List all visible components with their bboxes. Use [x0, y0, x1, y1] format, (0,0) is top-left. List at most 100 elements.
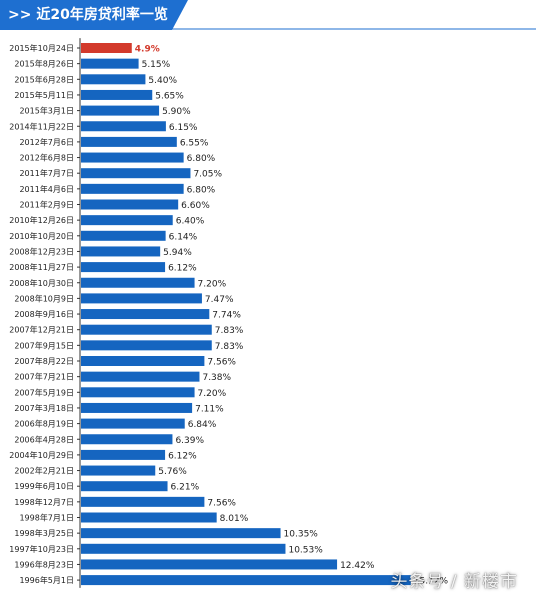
value-label: 6.14% — [169, 232, 198, 242]
value-label: 10.53% — [288, 545, 323, 555]
category-label: 1996年8月23日 — [14, 559, 74, 569]
value-label: 6.12% — [168, 451, 197, 461]
value-label: 7.83% — [215, 342, 244, 352]
category-label: 2007年12月21日 — [9, 325, 74, 335]
value-label: 6.39% — [175, 436, 204, 446]
bar — [81, 418, 185, 429]
value-label: 5.76% — [158, 467, 187, 477]
bar — [81, 277, 195, 288]
bar — [81, 496, 205, 507]
category-label: 2008年12月23日 — [9, 246, 74, 256]
bar — [81, 309, 210, 320]
watermark: 头条号 / 新楼市 — [390, 572, 518, 592]
value-label: 7.83% — [215, 326, 244, 336]
value-label: 6.60% — [181, 201, 210, 211]
value-label: 7.56% — [207, 498, 236, 508]
bar — [81, 199, 179, 210]
value-label: 7.20% — [198, 279, 227, 289]
bar — [81, 215, 173, 226]
category-label: 2010年10月20日 — [9, 231, 74, 241]
value-label: 6.84% — [188, 420, 217, 430]
category-label: 2014年11月22日 — [9, 121, 74, 131]
value-label: 15.12% — [414, 577, 449, 587]
value-label: 7.38% — [202, 373, 231, 383]
category-label: 2002年2月21日 — [14, 466, 74, 476]
category-label: 2011年4月6日 — [19, 184, 74, 194]
category-label: 2008年10月9日 — [14, 293, 74, 303]
category-label: 1997年10月23日 — [9, 544, 74, 554]
bar — [81, 183, 184, 194]
value-label: 5.90% — [162, 107, 191, 117]
bar — [81, 559, 338, 570]
value-label: 8.01% — [220, 514, 249, 524]
value-label: 7.56% — [207, 358, 236, 368]
category-label: 2012年7月6日 — [19, 137, 74, 147]
bar — [81, 121, 166, 132]
category-label: 1998年7月1日 — [19, 513, 74, 523]
value-label: 4.9% — [135, 45, 160, 55]
value-label: 5.15% — [142, 60, 171, 70]
header-banner — [0, 0, 536, 30]
bar — [81, 246, 161, 257]
category-label: 2011年7月7日 — [19, 168, 74, 178]
bar — [81, 371, 200, 382]
category-label: 2012年6月8日 — [19, 153, 74, 163]
value-label: 6.21% — [171, 483, 200, 493]
category-label: 2011年2月9日 — [19, 200, 74, 210]
bar — [81, 402, 193, 413]
category-label: 2007年5月19日 — [14, 387, 74, 397]
value-label: 12.42% — [340, 561, 375, 571]
value-label: 5.40% — [148, 76, 177, 86]
category-label: 2007年8月22日 — [14, 356, 74, 366]
value-label: 7.74% — [212, 311, 241, 321]
category-label: 1999年6月10日 — [14, 481, 74, 491]
category-label: 2015年3月1日 — [19, 106, 74, 116]
value-label: 5.94% — [163, 248, 192, 258]
value-label: 7.05% — [193, 170, 222, 180]
value-label: 5.65% — [155, 91, 184, 101]
category-label: 1998年3月25日 — [14, 528, 74, 538]
bar — [81, 262, 166, 273]
bar — [81, 575, 411, 586]
chart-header: >> 近20年房贷利率一览 — [0, 0, 536, 30]
bar — [81, 528, 281, 539]
bar — [81, 543, 286, 554]
category-label: 2004年10月29日 — [9, 450, 74, 460]
category-label: 2015年6月28日 — [14, 74, 74, 84]
category-label: 2008年11月27日 — [9, 262, 74, 272]
bar — [81, 89, 153, 100]
value-label: 6.80% — [187, 185, 216, 195]
bar — [81, 356, 205, 366]
value-label: 7.11% — [195, 404, 224, 414]
category-label: 2015年8月26日 — [14, 59, 74, 69]
value-label: 7.20% — [198, 389, 227, 399]
bar — [81, 230, 166, 241]
bar — [81, 293, 202, 304]
category-label: 2006年4月28日 — [14, 434, 74, 444]
category-label: 2008年10月30日 — [9, 278, 74, 288]
value-label: 6.15% — [169, 123, 198, 133]
value-label: 7.47% — [205, 295, 234, 305]
value-label: 6.80% — [187, 154, 216, 164]
bar — [81, 387, 195, 398]
bar — [81, 512, 217, 523]
category-label: 1998年12月7日 — [14, 497, 74, 507]
bar — [81, 136, 177, 147]
bar — [81, 324, 212, 335]
page-title: >> 近20年房贷利率一览 — [8, 7, 168, 23]
value-label: 6.55% — [180, 138, 209, 148]
bar — [81, 481, 168, 492]
category-label: 2008年9月16日 — [14, 309, 74, 319]
value-label: 6.12% — [168, 264, 197, 274]
category-label: 2010年12月26日 — [9, 215, 74, 225]
bar — [81, 105, 160, 116]
bar — [81, 434, 173, 445]
category-label: 2007年7月21日 — [14, 372, 74, 382]
category-label: 2006年8月19日 — [14, 419, 74, 429]
bar — [81, 152, 184, 163]
category-label: 2007年9月15日 — [14, 340, 74, 350]
value-label: 10.35% — [284, 530, 319, 540]
bar — [81, 465, 156, 476]
category-label: 2015年10月24日 — [9, 43, 74, 53]
